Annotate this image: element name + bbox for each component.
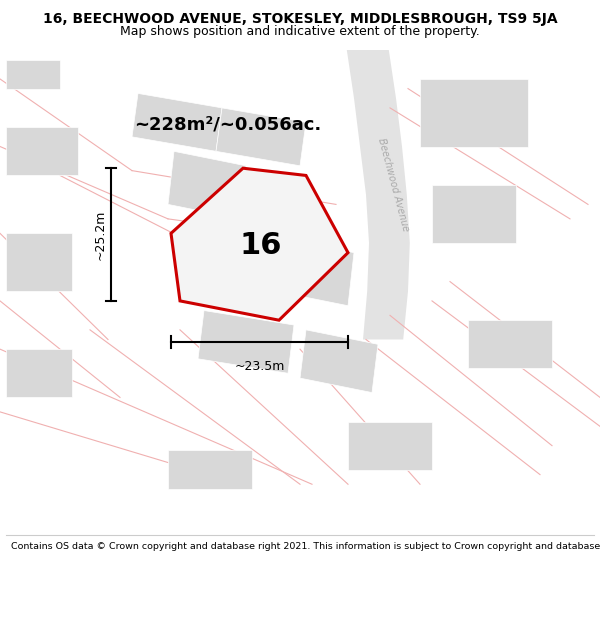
Text: ~25.2m: ~25.2m — [94, 209, 107, 260]
Text: 16: 16 — [240, 231, 282, 260]
Text: Map shows position and indicative extent of the property.: Map shows position and indicative extent… — [120, 24, 480, 38]
Polygon shape — [432, 185, 516, 243]
Polygon shape — [168, 451, 252, 489]
Polygon shape — [348, 421, 432, 470]
Text: Beechwood Avenue: Beechwood Avenue — [376, 138, 410, 233]
Polygon shape — [216, 108, 306, 166]
Polygon shape — [168, 151, 246, 219]
Polygon shape — [198, 311, 294, 373]
Text: Contains OS data © Crown copyright and database right 2021. This information is : Contains OS data © Crown copyright and d… — [11, 542, 600, 551]
Polygon shape — [6, 233, 72, 291]
Polygon shape — [6, 127, 78, 176]
Polygon shape — [6, 59, 60, 89]
Polygon shape — [300, 330, 378, 392]
Polygon shape — [468, 320, 552, 369]
Polygon shape — [420, 79, 528, 146]
Text: 16, BEECHWOOD AVENUE, STOKESLEY, MIDDLESBROUGH, TS9 5JA: 16, BEECHWOOD AVENUE, STOKESLEY, MIDDLES… — [43, 12, 557, 26]
Polygon shape — [276, 238, 354, 306]
Text: ~23.5m: ~23.5m — [235, 360, 284, 373]
Polygon shape — [6, 349, 72, 398]
Polygon shape — [171, 168, 348, 320]
Text: ~228m²/~0.056ac.: ~228m²/~0.056ac. — [134, 116, 322, 134]
Polygon shape — [347, 50, 410, 339]
Polygon shape — [132, 93, 222, 151]
